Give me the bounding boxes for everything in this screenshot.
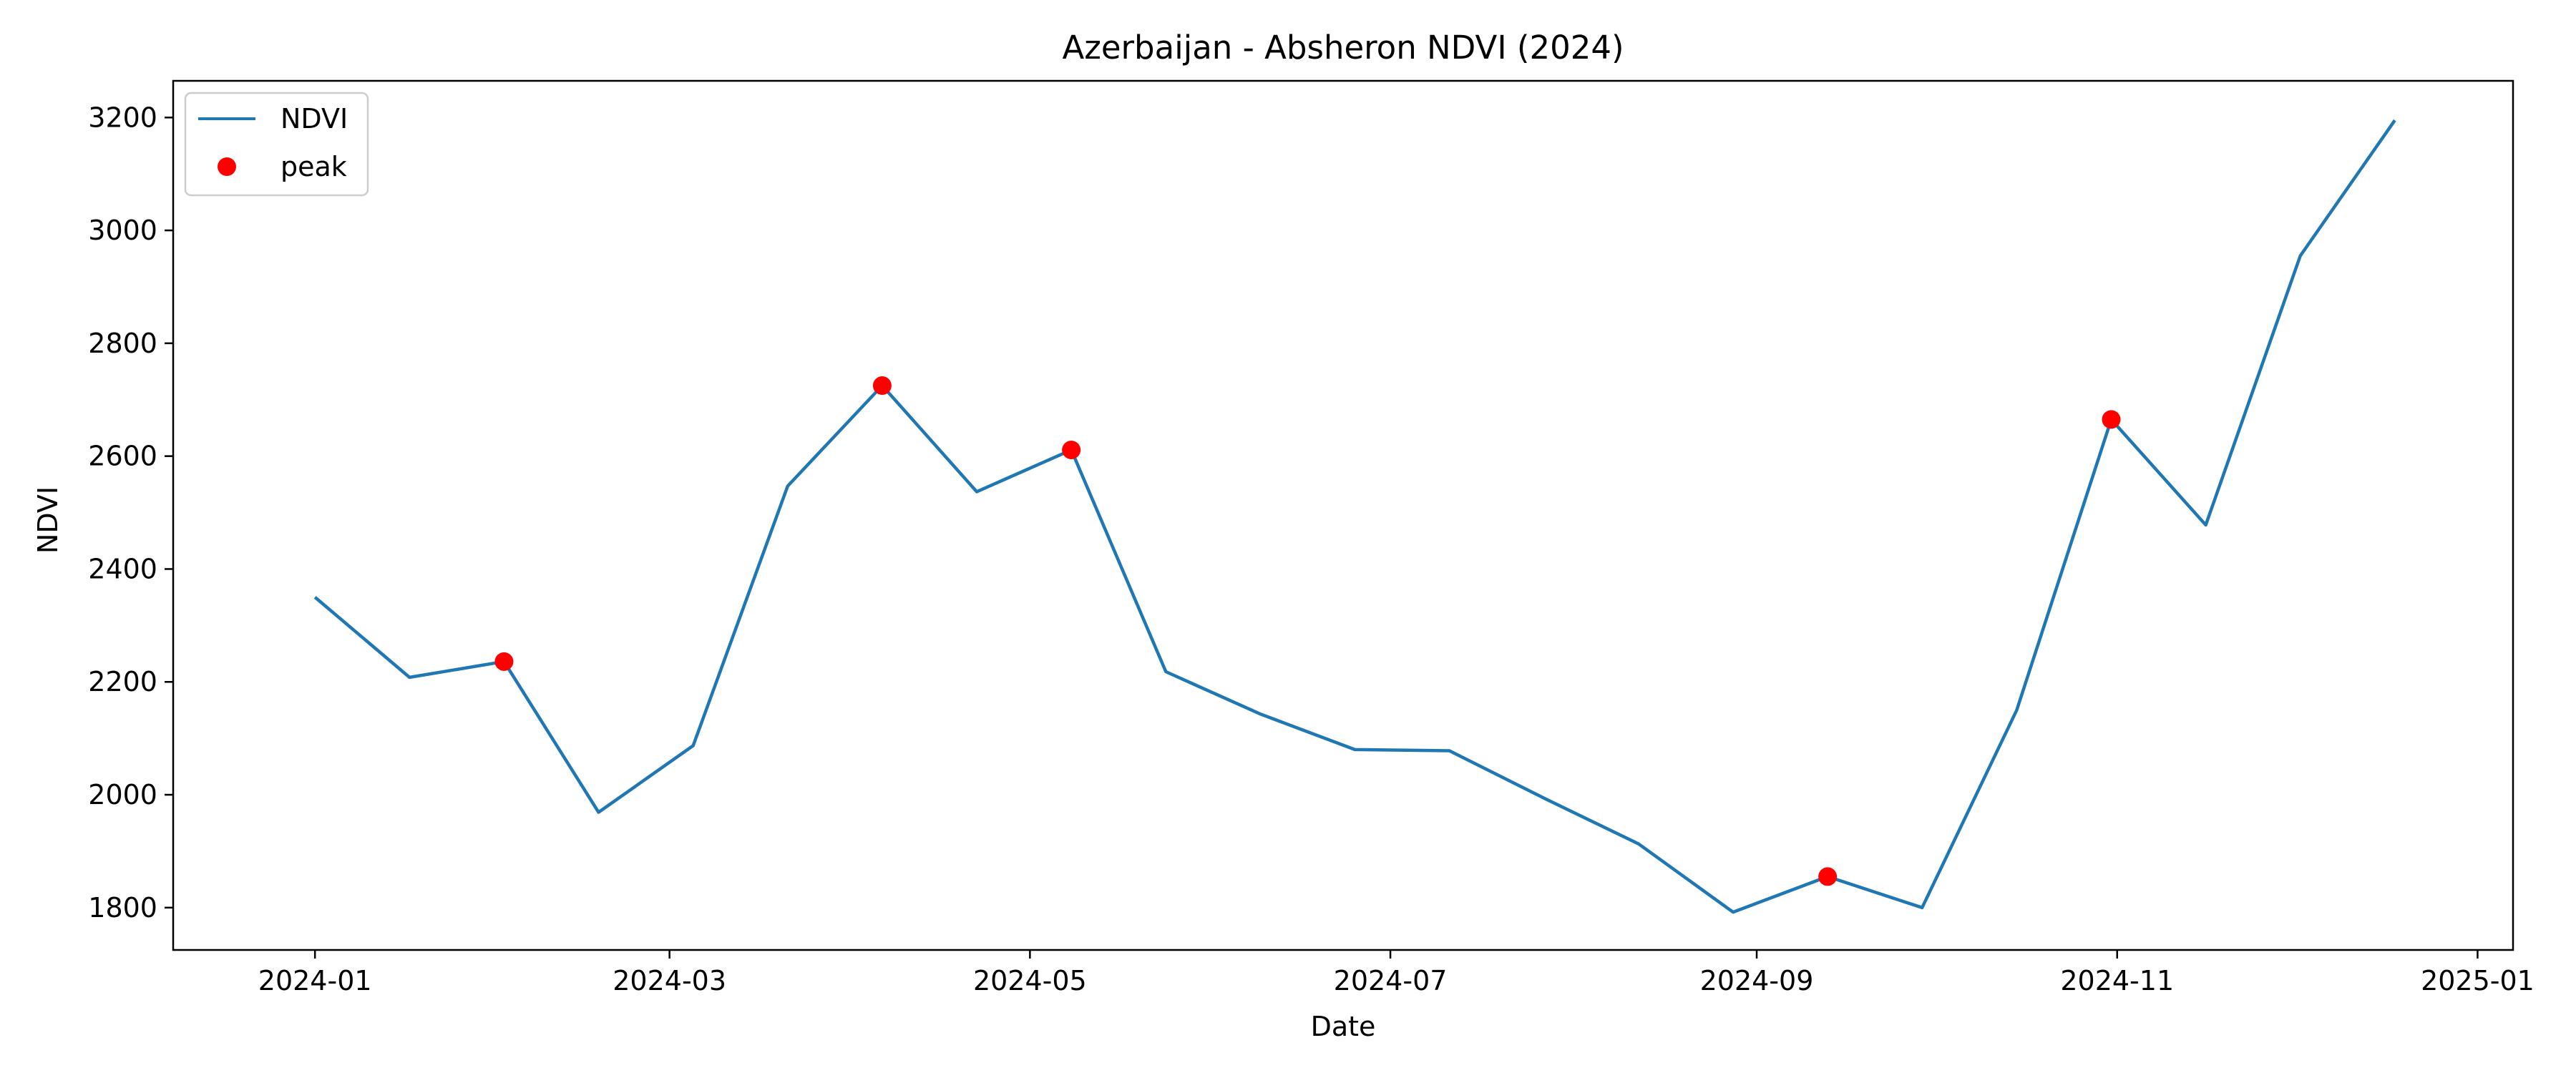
y-tick-label: 2800 bbox=[88, 328, 157, 359]
peak-marker bbox=[872, 376, 892, 396]
ndvi-line bbox=[313, 119, 2396, 914]
y-tick-label: 2200 bbox=[88, 666, 157, 697]
legend-peak-label: peak bbox=[280, 151, 347, 182]
legend-peak-swatch bbox=[218, 157, 236, 176]
y-axis-label: NDVI bbox=[32, 486, 64, 554]
peak-marker bbox=[1062, 440, 1081, 459]
x-tick-label: 2024-11 bbox=[2060, 965, 2174, 996]
ticks-layer: 2024-01 2024-03 2024-05 2024-07 2024-09 2024-… bbox=[88, 102, 2534, 996]
y-tick-label: 3000 bbox=[88, 215, 157, 246]
y-tick-label: 1800 bbox=[88, 892, 157, 923]
plot-content bbox=[313, 119, 2396, 914]
x-tick-label: 2024-03 bbox=[613, 965, 726, 996]
x-tick-label: 2024-01 bbox=[258, 965, 372, 996]
x-axis-label: Date bbox=[1311, 1011, 1376, 1042]
legend: NDVI peak bbox=[184, 92, 369, 197]
peak-marker bbox=[494, 652, 514, 671]
legend-ndvi-label: NDVI bbox=[280, 103, 348, 134]
y-tick-label: 2600 bbox=[88, 441, 157, 472]
peak-marker bbox=[1818, 867, 1838, 886]
x-tick-label: 2024-05 bbox=[973, 965, 1087, 996]
y-tick-label: 2400 bbox=[88, 553, 157, 584]
y-tick-label: 2000 bbox=[88, 779, 157, 810]
peak-marker bbox=[2102, 410, 2121, 429]
x-tick-label: 2024-07 bbox=[1334, 965, 1448, 996]
plot-frame bbox=[172, 79, 2514, 951]
y-tick-label: 3200 bbox=[88, 102, 157, 133]
x-tick-label: 2025-01 bbox=[2421, 965, 2534, 996]
chart-title: Azerbaijan - Absheron NDVI (2024) bbox=[1062, 29, 1624, 67]
x-tick-label: 2024-09 bbox=[1700, 965, 1814, 996]
